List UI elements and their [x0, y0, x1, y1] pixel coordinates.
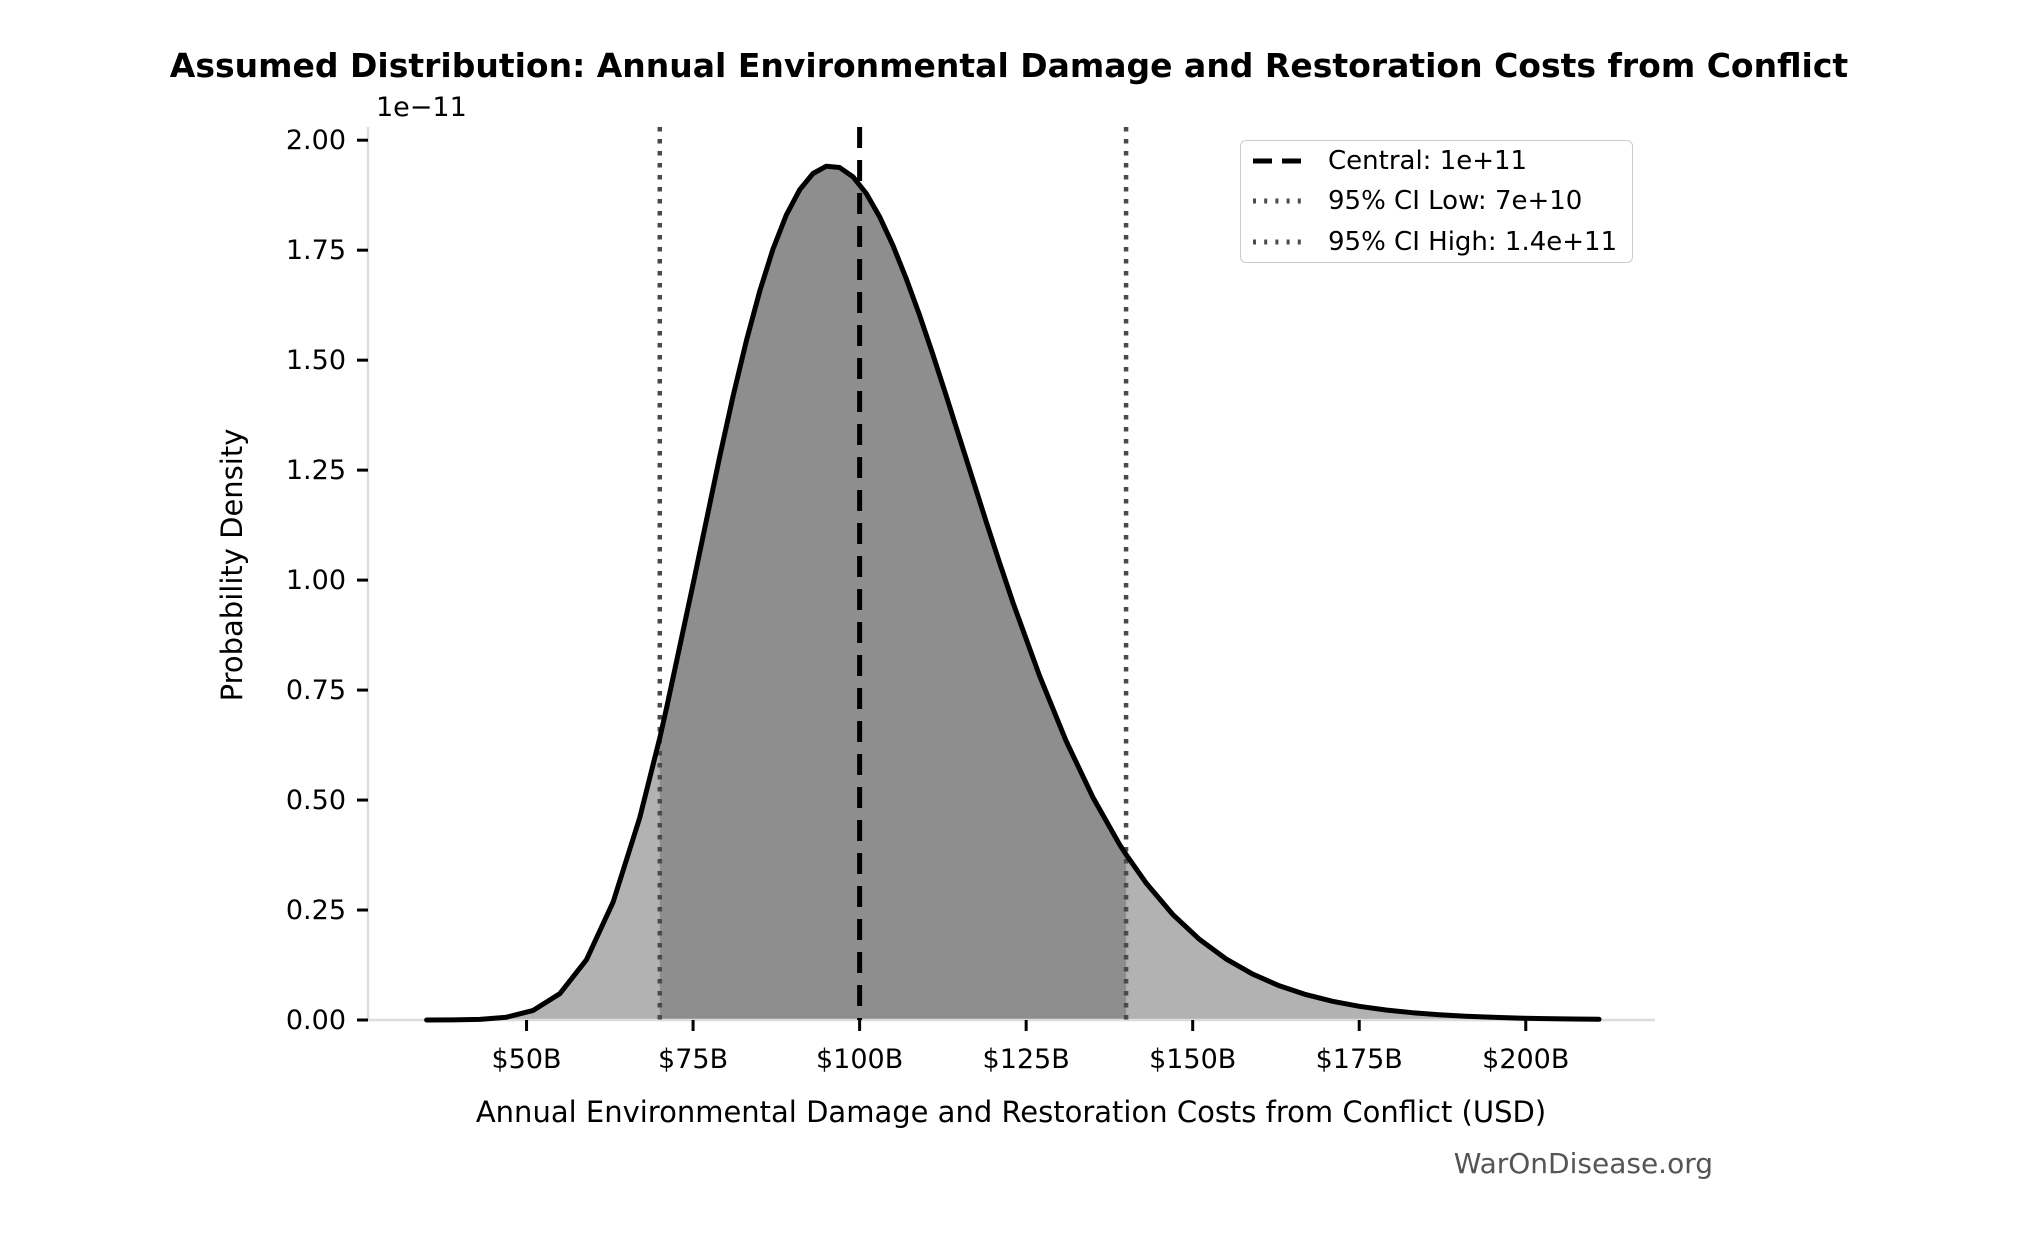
- x-axis-label: Annual Environmental Damage and Restorat…: [475, 1095, 1547, 1129]
- x-tick-label: $50B: [492, 1044, 562, 1075]
- y-tick-label: 1.25: [286, 455, 346, 486]
- dotted-line-sample-icon: [1253, 198, 1301, 204]
- x-tick-label: $100B: [816, 1044, 903, 1075]
- y-tick-label: 2.00: [286, 125, 346, 156]
- legend-row-central: Central: 1e+11: [1253, 141, 1632, 181]
- y-tick-label: 0.50: [286, 785, 346, 816]
- pdf-fill-ci: [659, 166, 1127, 1020]
- y-tick-label: 1.50: [286, 345, 346, 376]
- legend-row-ci-low: 95% CI Low: 7e+10: [1253, 181, 1632, 221]
- pdf-curve: [424, 163, 1602, 1023]
- legend-row-ci-high: 95% CI High: 1.4e+11: [1253, 222, 1632, 262]
- dashed-line-sample-icon: [1253, 158, 1301, 164]
- legend-label-ci-high: 95% CI High: 1.4e+11: [1328, 226, 1618, 257]
- dotted-line-sample-icon: [1253, 239, 1301, 245]
- x-tick-label: $75B: [658, 1044, 728, 1075]
- watermark: WarOnDisease.org: [1453, 1147, 1713, 1180]
- x-tick-label: $175B: [1316, 1044, 1403, 1075]
- y-tick-label: 1.75: [286, 235, 346, 266]
- chart-title: Assumed Distribution: Annual Environment…: [169, 46, 1849, 85]
- x-tick-label: $125B: [983, 1044, 1070, 1075]
- y-tick-label: 1.00: [286, 565, 346, 596]
- y-tick-label: 0.25: [286, 895, 346, 926]
- y-tick-label: 0.00: [286, 1005, 346, 1036]
- y-tick-label: 0.75: [286, 675, 346, 706]
- x-tick-label: $150B: [1149, 1044, 1236, 1075]
- legend-label-ci-low: 95% CI Low: 7e+10: [1328, 186, 1583, 217]
- y-axis-label: Probability Density: [215, 428, 249, 702]
- legend: Central: 1e+11 95% CI Low: 7e+10 95% CI …: [1240, 140, 1633, 263]
- legend-label-central: Central: 1e+11: [1328, 146, 1528, 177]
- x-tick-label: $200B: [1482, 1044, 1569, 1075]
- y-axis-offset-text: 1e−11: [376, 92, 467, 123]
